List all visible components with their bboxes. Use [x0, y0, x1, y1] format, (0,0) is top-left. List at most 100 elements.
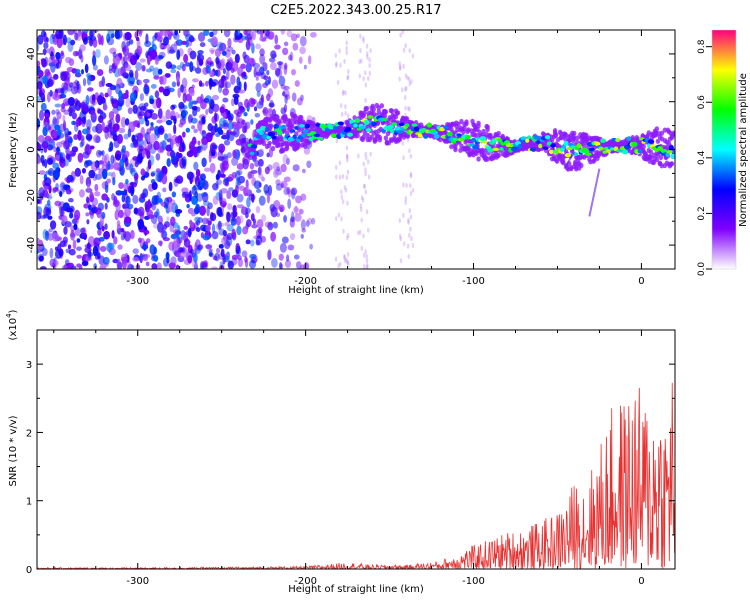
heatmap-signal-cell	[299, 115, 304, 121]
heatmap-noise-cell	[251, 224, 258, 229]
heatmap-noise-cell	[165, 109, 171, 120]
heatmap-noise-cell	[149, 125, 155, 131]
heatmap-noise-cell	[266, 69, 270, 76]
multiplier-exponent: 4	[5, 313, 13, 318]
heatmap-signal-cell	[423, 134, 429, 139]
heatmap-noise-cell	[343, 254, 346, 260]
heatmap-noise-cell	[234, 53, 240, 64]
heatmap-noise-cell	[235, 245, 242, 256]
heatmap-noise-cell	[273, 200, 281, 211]
heatmap-noise-cell	[178, 122, 184, 128]
heatmap-signal-cell	[536, 140, 541, 145]
heatmap-noise-cell	[284, 94, 291, 100]
heatmap-noise-cell	[401, 30, 405, 35]
heatmap-noise-cell	[233, 36, 239, 43]
heatmap-noise-cell	[110, 154, 115, 165]
heatmap-noise-cell	[255, 188, 262, 193]
heatmap-noise-cell	[66, 85, 73, 92]
heatmap-noise-cell	[211, 94, 220, 101]
heatmap-signal-cell	[268, 123, 274, 129]
heatmap-noise-cell	[338, 174, 342, 180]
heatmap-signal-cell	[672, 131, 675, 137]
heatmap-noise-cell	[259, 53, 266, 65]
heatmap-noise-cell	[335, 61, 338, 67]
heatmap-noise-cell	[364, 167, 367, 173]
heatmap-noise-cell	[173, 176, 179, 188]
x-tick-label: -300	[126, 576, 149, 587]
heatmap-noise-cell	[266, 93, 271, 102]
heatmap-noise-cell	[234, 170, 241, 181]
heatmap-noise-cell	[117, 244, 123, 250]
heatmap-noise-cell	[273, 169, 279, 179]
heatmap-noise-cell	[209, 162, 216, 174]
heatmap-noise-cell	[409, 191, 413, 197]
heatmap-signal-cell	[411, 123, 418, 127]
heatmap-noise-cell	[41, 140, 49, 149]
heatmap-noise-cell	[262, 62, 268, 72]
heatmap-signal-cell	[431, 130, 439, 135]
heatmap-noise-cell	[112, 134, 118, 142]
heatmap-noise-cell	[303, 261, 310, 269]
heatmap-noise-cell	[181, 112, 187, 121]
heatmap-signal-cell	[554, 158, 560, 164]
heatmap-signal-cell	[258, 130, 264, 136]
heatmap-noise-cell	[150, 112, 158, 120]
heatmap-noise-cell	[132, 248, 139, 255]
heatmap-signal-cell	[303, 143, 308, 150]
heatmap-noise-cell	[179, 61, 185, 68]
colorbar-tick-label: 0.4	[697, 150, 707, 165]
heatmap-noise-cell	[346, 157, 349, 163]
heatmap-noise-cell	[208, 151, 212, 163]
heatmap-noise-cell	[215, 132, 221, 138]
heatmap-noise-cell	[249, 162, 255, 170]
heatmap-signal-cell	[371, 106, 376, 112]
heatmap-signal-cell	[355, 133, 360, 139]
heatmap-noise-cell	[305, 220, 310, 228]
heatmap-signal-cell	[277, 142, 283, 148]
y-tick-label: 1	[26, 497, 32, 508]
heatmap-signal-cell	[313, 133, 320, 137]
heatmap-noise-cell	[71, 112, 78, 120]
heatmap-noise-cell	[102, 104, 108, 111]
heatmap-noise-cell	[406, 243, 410, 249]
heatmap-noise-cell	[196, 244, 203, 252]
heatmap-noise-cell	[110, 33, 115, 38]
heatmap-noise-cell	[168, 49, 176, 54]
heatmap-noise-cell	[108, 110, 115, 120]
heatmap-noise-cell	[264, 79, 270, 86]
heatmap-noise-cell	[116, 258, 122, 269]
heatmap-noise-cell	[109, 141, 114, 152]
heatmap-noise-cell	[166, 158, 171, 167]
heatmap-noise-cell	[106, 178, 112, 184]
heatmap-noise-cell	[300, 233, 304, 239]
heatmap-noise-cell	[243, 30, 248, 36]
heatmap-noise-cell	[237, 258, 243, 268]
heatmap-noise-cell	[151, 263, 158, 269]
heatmap-noise-cell	[222, 88, 230, 96]
heatmap-noise-cell	[209, 31, 214, 38]
heatmap-noise-cell	[404, 199, 407, 205]
heatmap-noise-cell	[408, 208, 412, 214]
heatmap-noise-cell	[369, 48, 372, 54]
heatmap-noise-cell	[71, 152, 75, 157]
heatmap-noise-cell	[60, 50, 64, 57]
heatmap-cells	[37, 30, 675, 269]
heatmap-noise-cell	[196, 57, 200, 69]
heatmap-noise-cell	[162, 88, 170, 97]
heatmap-noise-cell	[171, 155, 178, 163]
multiplier-base: (x10	[8, 318, 19, 341]
heatmap-noise-cell	[118, 209, 124, 219]
heatmap-noise-cell	[189, 98, 193, 107]
heatmap-noise-cell	[125, 178, 129, 185]
heatmap-noise-cell	[409, 171, 413, 177]
heatmap-noise-cell	[137, 30, 143, 35]
heatmap-noise-cell	[205, 132, 213, 143]
heatmap-signal-cell	[361, 134, 366, 140]
heatmap-signal-cell	[249, 151, 255, 156]
heatmap-noise-cell	[340, 194, 344, 200]
heatmap-noise-cell	[73, 134, 79, 140]
heatmap-noise-cell	[81, 260, 89, 267]
heatmap-noise-cell	[122, 204, 126, 210]
heatmap-noise-cell	[130, 182, 138, 188]
heatmap-noise-cell	[411, 53, 415, 59]
